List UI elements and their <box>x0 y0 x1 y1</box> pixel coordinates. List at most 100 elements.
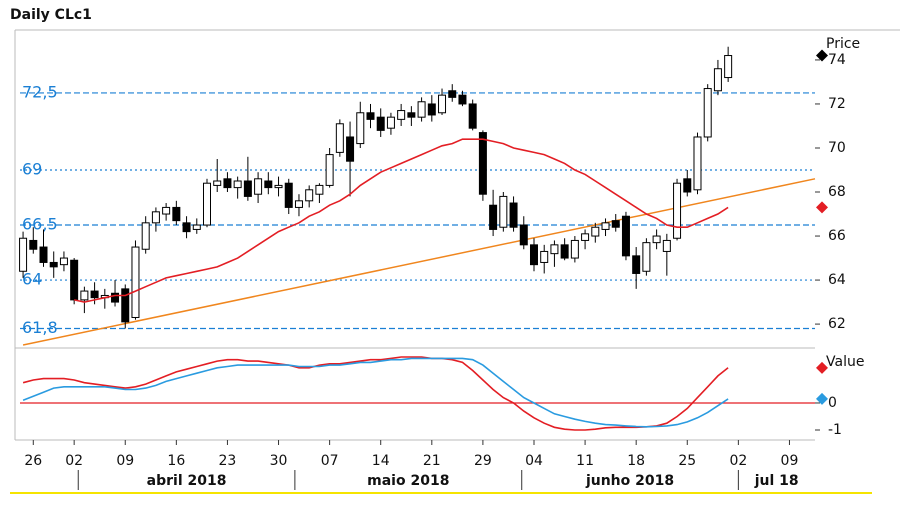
candle-body <box>19 237 28 272</box>
candle-body <box>683 178 692 193</box>
x-tick-label: 14 <box>372 453 390 469</box>
level-label: 72,5 <box>22 82 58 101</box>
legend-label: Value <box>826 354 864 370</box>
last-value-marker <box>816 361 828 374</box>
x-tick-label: 23 <box>219 453 237 469</box>
candle-body <box>172 206 181 222</box>
x-tick-label: 09 <box>116 453 134 469</box>
candle-body <box>29 239 38 250</box>
candle-body <box>407 112 416 118</box>
candle-body <box>356 112 365 145</box>
y-tick-label: 72 <box>828 96 846 112</box>
candle-body <box>601 222 610 230</box>
candle-body <box>70 259 79 301</box>
trendline <box>22 178 816 346</box>
month-label: jul 18 <box>754 473 799 489</box>
last-value-marker <box>816 49 828 62</box>
candle-body <box>581 233 590 241</box>
x-tick-label: 07 <box>321 453 339 469</box>
y-tick-label: 68 <box>828 184 846 200</box>
month-label: abril 2018 <box>147 473 227 489</box>
candle-body <box>346 136 355 162</box>
x-tick-label: 02 <box>729 453 747 469</box>
x-tick-label: 21 <box>423 453 441 469</box>
indicator-line <box>22 357 729 428</box>
candle-body <box>131 246 140 318</box>
candle-body <box>724 55 733 79</box>
candle-body <box>264 180 273 189</box>
x-tick-label: 29 <box>474 453 492 469</box>
x-tick-label: 09 <box>781 453 799 469</box>
candle-body <box>151 211 160 224</box>
candle-body <box>397 110 406 120</box>
level-label: 61,8 <box>22 318 58 337</box>
indicator-line <box>22 356 729 431</box>
candle-body <box>540 250 549 263</box>
candle-body <box>693 136 702 191</box>
candle-body <box>427 103 436 116</box>
candle-body <box>673 182 682 239</box>
candle-body <box>192 224 201 230</box>
candle-body <box>274 184 283 189</box>
candle-body <box>713 68 722 92</box>
candle-body <box>294 200 303 208</box>
candle-body <box>703 88 712 138</box>
x-tick-label: 16 <box>167 453 185 469</box>
candle-body <box>182 222 191 233</box>
candle-body <box>223 178 232 189</box>
candle-body <box>162 206 171 215</box>
x-tick-label: 04 <box>525 453 543 469</box>
candle-body <box>202 182 211 226</box>
candle-body <box>591 226 600 237</box>
candle-body <box>499 195 508 228</box>
y-tick-label: 70 <box>828 140 846 156</box>
candle-body <box>325 154 334 186</box>
candle-body <box>111 292 120 303</box>
candle-body <box>489 204 498 230</box>
candle-body <box>213 180 222 186</box>
candle-body <box>233 180 242 189</box>
candle-body <box>335 123 344 153</box>
candle-body <box>386 116 395 129</box>
candle-body <box>458 94 467 105</box>
candle-body <box>121 288 130 323</box>
candle-body <box>417 101 426 118</box>
candle-body <box>642 242 651 272</box>
y-tick-label: 0 <box>828 395 837 411</box>
candle-body <box>468 103 477 129</box>
x-tick-label: 25 <box>678 453 696 469</box>
candle-body <box>49 261 58 268</box>
candle-body <box>519 224 528 246</box>
candle-body <box>141 222 150 250</box>
month-label: junho 2018 <box>585 473 674 489</box>
candle-body <box>39 246 48 263</box>
y-tick-label: 66 <box>828 228 846 244</box>
candle-body <box>652 235 661 244</box>
candle-body <box>550 244 559 255</box>
candle-body <box>366 112 375 120</box>
candle-body <box>243 180 252 197</box>
candle-body <box>570 239 579 259</box>
candle-body <box>284 182 293 208</box>
candle-body <box>611 220 620 228</box>
candle-body <box>529 244 538 266</box>
candle-body <box>59 257 68 266</box>
candle-body <box>376 116 385 131</box>
y-tick-label: -1 <box>828 422 842 438</box>
last-value-marker <box>816 201 828 214</box>
candle-body <box>80 290 89 301</box>
x-tick-label: 26 <box>24 453 42 469</box>
x-tick-label: 18 <box>627 453 645 469</box>
level-label: 64 <box>22 270 42 289</box>
candle-body <box>448 90 457 98</box>
legend-label: Price <box>826 36 860 52</box>
candle-body <box>509 202 518 228</box>
level-label: 66,5 <box>22 215 58 234</box>
candle-body <box>315 184 324 195</box>
last-value-marker <box>816 392 828 405</box>
candle-body <box>662 239 671 252</box>
candle-body <box>478 132 487 195</box>
candle-body <box>632 255 641 274</box>
chart-title: Daily CLc1 <box>10 7 92 23</box>
